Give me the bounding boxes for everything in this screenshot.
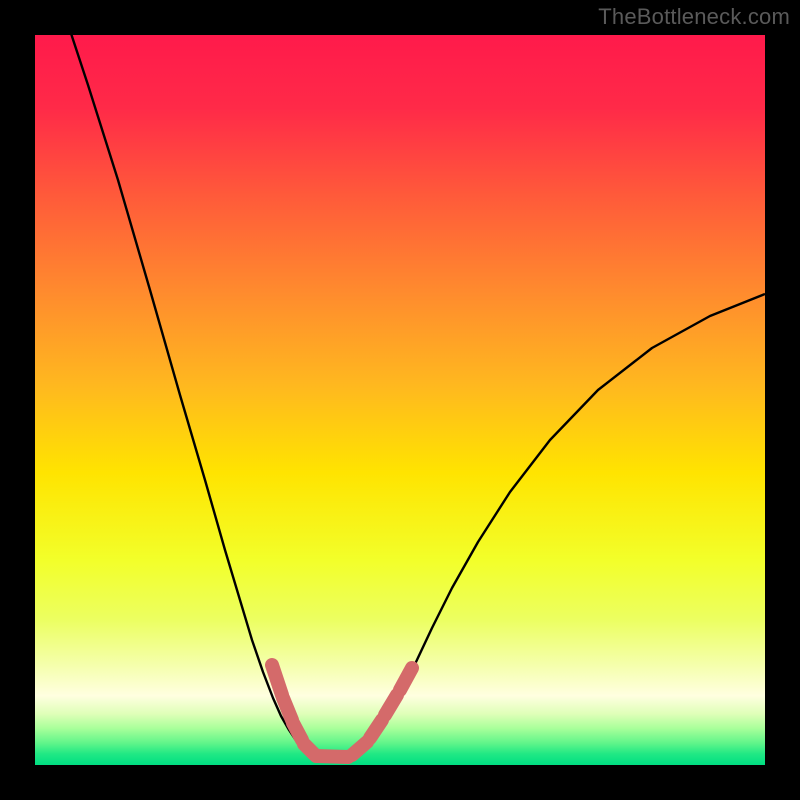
accent-seg-4 bbox=[316, 756, 348, 757]
accent-seg-5 bbox=[352, 742, 367, 755]
accent-seg-2 bbox=[293, 723, 302, 740]
accent-seg-0 bbox=[272, 665, 282, 695]
watermark-text: TheBottleneck.com bbox=[598, 4, 790, 30]
chart-stage: TheBottleneck.com bbox=[0, 0, 800, 800]
chart-svg bbox=[0, 0, 800, 800]
accent-seg-6 bbox=[370, 720, 382, 738]
